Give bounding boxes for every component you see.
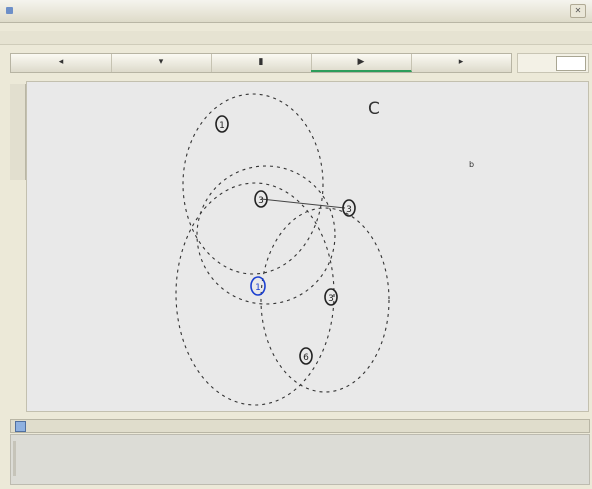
title-bar: ✕ xyxy=(0,0,592,23)
node-label: 3 xyxy=(258,196,264,206)
canvas-mark-large: C xyxy=(368,99,380,119)
forward-icon: ▸ xyxy=(458,57,464,67)
playback-toolbar: ◂ ▾ ▮ ▶ ▸ xyxy=(10,53,512,73)
graph-node[interactable]: 6 xyxy=(299,347,313,365)
node-label: 3 xyxy=(328,294,334,304)
node-label: 1 xyxy=(219,121,225,131)
step-button[interactable]: ▾ xyxy=(111,54,212,72)
play-icon: ▶ xyxy=(357,57,365,67)
node-label: 3 xyxy=(346,205,352,215)
pause-icon: ▮ xyxy=(258,57,264,67)
zoom-control xyxy=(517,53,589,73)
status-bar xyxy=(10,419,590,433)
graph-svg: 1 3 3 1 3 6 C b xyxy=(175,93,474,406)
graph-node[interactable]: 3 xyxy=(324,288,338,306)
play-button[interactable]: ▶ xyxy=(311,54,412,72)
menu-bar xyxy=(0,31,592,45)
rewind-button[interactable]: ◂ xyxy=(11,54,112,72)
graph-node[interactable]: 3 xyxy=(342,199,356,217)
status-icon xyxy=(15,421,26,432)
forward-button[interactable]: ▸ xyxy=(411,54,511,72)
graph-node[interactable]: 1 xyxy=(250,276,266,296)
status-text xyxy=(29,421,585,431)
region-bottom xyxy=(175,182,335,406)
node-label: 6 xyxy=(303,353,309,363)
node-label: 1 xyxy=(255,283,261,293)
graph-canvas[interactable]: 1 3 3 1 3 6 C b xyxy=(26,81,589,412)
side-tab-2[interactable] xyxy=(12,124,22,158)
close-button[interactable]: ✕ xyxy=(570,4,586,18)
rewind-icon: ◂ xyxy=(58,57,64,67)
side-tab-1[interactable] xyxy=(12,86,22,120)
resize-handle[interactable] xyxy=(13,441,16,476)
edge-3-3 xyxy=(260,198,346,209)
bottom-panel xyxy=(10,434,590,485)
app-icon xyxy=(6,7,13,14)
region-right xyxy=(260,207,390,393)
zoom-select[interactable] xyxy=(556,56,586,71)
pause-button[interactable]: ▮ xyxy=(211,54,312,72)
side-tabs xyxy=(10,84,26,180)
graph-node[interactable]: 1 xyxy=(215,115,229,133)
region-left xyxy=(196,165,336,305)
region-top xyxy=(182,93,324,275)
graph-node[interactable]: 3 xyxy=(254,190,268,208)
step-icon: ▾ xyxy=(158,57,164,67)
canvas-mark-small: b xyxy=(469,160,474,169)
